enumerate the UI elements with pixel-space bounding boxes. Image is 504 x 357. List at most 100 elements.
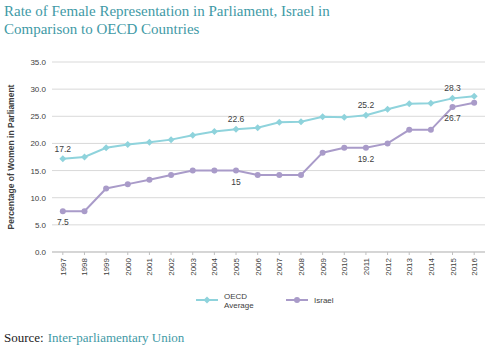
marker xyxy=(384,106,391,113)
x-tick-label: 2015 xyxy=(449,257,458,275)
marker xyxy=(255,172,261,178)
title-line: Rate of Female Representation in Parliam… xyxy=(4,3,330,19)
y-tick-label: 0.0 xyxy=(35,248,47,257)
x-tick-label: 1998 xyxy=(80,257,89,275)
y-tick-label: 15.0 xyxy=(30,167,46,176)
source-link[interactable]: Inter-parliamentary Union xyxy=(48,330,185,345)
marker xyxy=(59,155,66,162)
marker xyxy=(341,145,347,151)
x-tick xyxy=(300,252,301,255)
marker xyxy=(319,113,326,120)
marker xyxy=(146,139,153,146)
data-label: 25.2 xyxy=(358,100,375,110)
x-tick xyxy=(452,252,453,255)
y-tick-label: 35.0 xyxy=(30,58,46,67)
grid-line xyxy=(52,252,485,253)
grid-line xyxy=(52,170,485,171)
x-tick xyxy=(106,252,107,255)
x-tick-label: 2011 xyxy=(362,257,371,275)
marker xyxy=(125,181,131,187)
marker xyxy=(406,100,413,107)
marker xyxy=(471,100,477,106)
legend-label: Israel xyxy=(314,296,334,305)
x-tick xyxy=(279,252,280,255)
marker xyxy=(341,114,348,121)
x-tick-label: 2007 xyxy=(275,257,284,275)
x-tick xyxy=(236,252,237,255)
x-tick-label: 2006 xyxy=(254,257,263,275)
marker xyxy=(81,154,88,161)
data-label: 22.6 xyxy=(228,114,245,124)
data-label: 7.5 xyxy=(57,217,69,227)
marker xyxy=(298,172,304,178)
x-tick-label: 2009 xyxy=(319,257,328,275)
y-tick-label: 10.0 xyxy=(30,194,46,203)
y-tick-label: 20.0 xyxy=(30,139,46,148)
marker xyxy=(233,126,240,133)
plot-marks xyxy=(59,93,477,215)
marker xyxy=(276,172,282,178)
marker xyxy=(320,150,326,156)
x-tick xyxy=(387,252,388,255)
x-tick-label: 2005 xyxy=(232,257,241,275)
marker xyxy=(233,168,239,174)
marker xyxy=(450,104,456,110)
legend-label-line: OECD xyxy=(224,292,247,301)
x-tick xyxy=(62,252,63,255)
marker xyxy=(168,172,174,178)
marker xyxy=(471,93,478,100)
y-tick-label: 30.0 xyxy=(30,85,46,94)
marker xyxy=(60,208,66,214)
marker xyxy=(363,145,369,151)
grid-line xyxy=(52,116,485,117)
x-tick-label: 2016 xyxy=(470,257,479,275)
grid-line xyxy=(52,89,485,90)
x-tick xyxy=(322,252,323,255)
marker xyxy=(427,100,434,107)
marker xyxy=(254,124,261,131)
x-tick-label: 2014 xyxy=(427,257,436,275)
legend-label-line: Average xyxy=(224,301,254,310)
chart: Rate of Female Representation in Parliam… xyxy=(0,0,504,357)
title-line: Comparison to OECD Countries xyxy=(4,21,200,37)
x-tick xyxy=(430,252,431,255)
x-tick xyxy=(257,252,258,255)
series-line xyxy=(63,96,474,158)
x-tick xyxy=(474,252,475,255)
marker xyxy=(189,132,196,139)
x-tick-label: 2003 xyxy=(189,257,198,275)
x-tick xyxy=(149,252,150,255)
marker xyxy=(385,140,391,146)
x-tick-label: 2004 xyxy=(210,257,219,275)
legend-label: OECDAverage xyxy=(224,292,254,310)
x-tick xyxy=(192,252,193,255)
marker xyxy=(406,127,412,133)
marker xyxy=(103,185,109,191)
grid-line xyxy=(52,62,485,63)
data-label: 26.7 xyxy=(444,113,461,123)
grid-line xyxy=(52,197,485,198)
grid-line xyxy=(52,143,485,144)
x-axis-line xyxy=(52,252,485,253)
source-label: Source: xyxy=(4,330,44,345)
x-tick xyxy=(409,252,410,255)
x-tick-label: 2012 xyxy=(384,257,393,275)
x-tick xyxy=(84,252,85,255)
x-tick xyxy=(365,252,366,255)
x-tick-label: 2002 xyxy=(167,257,176,275)
marker xyxy=(204,297,211,304)
marker xyxy=(103,144,110,151)
x-tick xyxy=(344,252,345,255)
y-tick-label: 25.0 xyxy=(30,112,46,121)
x-tick xyxy=(127,252,128,255)
x-tick-label: 2013 xyxy=(405,257,414,275)
x-tick-label: 2010 xyxy=(340,257,349,275)
marker xyxy=(362,112,369,119)
series-line xyxy=(63,103,474,212)
marker xyxy=(211,168,217,174)
data-label: 19.2 xyxy=(358,154,375,164)
marker xyxy=(81,208,87,214)
y-tick-label: 5.0 xyxy=(35,221,47,230)
marker xyxy=(124,141,131,148)
x-tick xyxy=(214,252,215,255)
